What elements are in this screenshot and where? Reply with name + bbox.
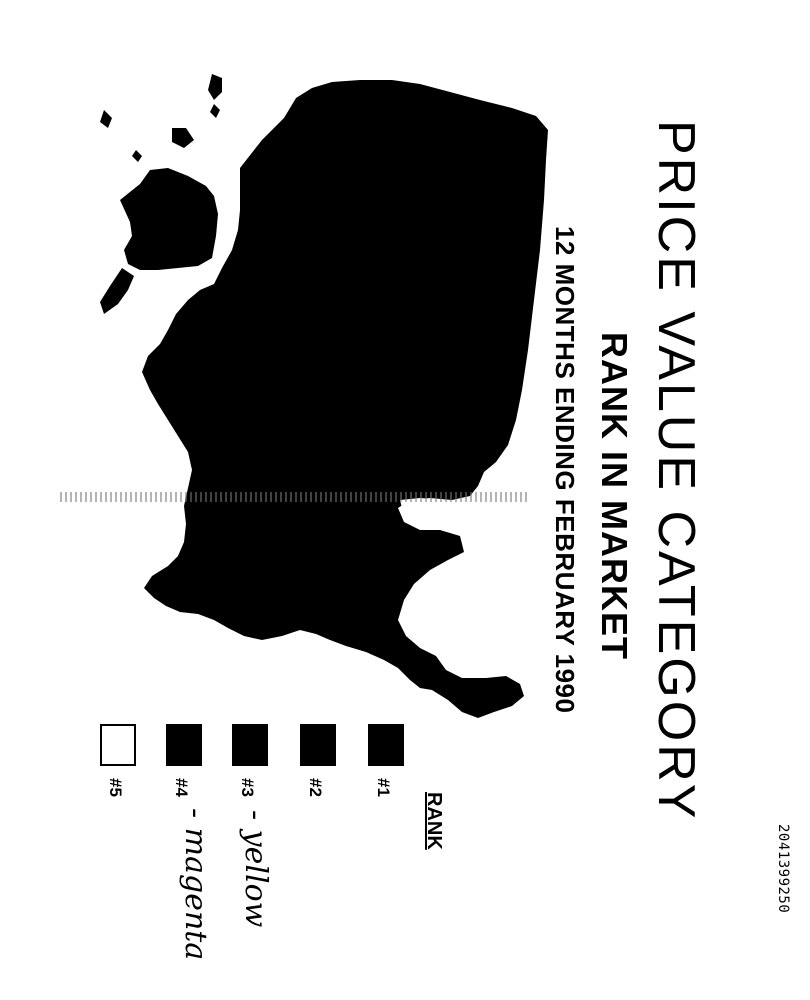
map-alaska-islands — [100, 74, 222, 162]
legend-swatch-1 — [368, 724, 404, 766]
legend-handwritten-note-4: - magenta — [178, 808, 213, 961]
legend-label-5: #5 — [106, 778, 125, 797]
document-id: 2041399250 — [775, 824, 791, 914]
legend-swatch-4 — [166, 724, 202, 766]
legend-label-1: #1 — [374, 778, 393, 797]
map-alaska-panhandle — [100, 268, 134, 314]
map-alaska — [120, 168, 218, 270]
scan-artifact-line — [60, 492, 530, 502]
legend-swatch-5 — [100, 724, 136, 766]
legend-label-3: #3 — [238, 778, 257, 797]
legend-label-2: #2 — [306, 778, 325, 797]
legend-swatch-2 — [300, 724, 336, 766]
map-period: 12 MONTHS ENDING FEBRUARY 1990 — [550, 226, 580, 714]
legend-handwritten-note-3: - yellow — [238, 810, 273, 928]
legend-title: RANK — [423, 792, 445, 850]
legend-label-4: #4 — [172, 778, 191, 797]
map-subtitle: RANK IN MARKET — [594, 332, 635, 660]
map-title: PRICE VALUE CATEGORY — [647, 120, 705, 822]
legend-swatch-3 — [232, 724, 268, 766]
map-continental-us — [142, 80, 548, 718]
